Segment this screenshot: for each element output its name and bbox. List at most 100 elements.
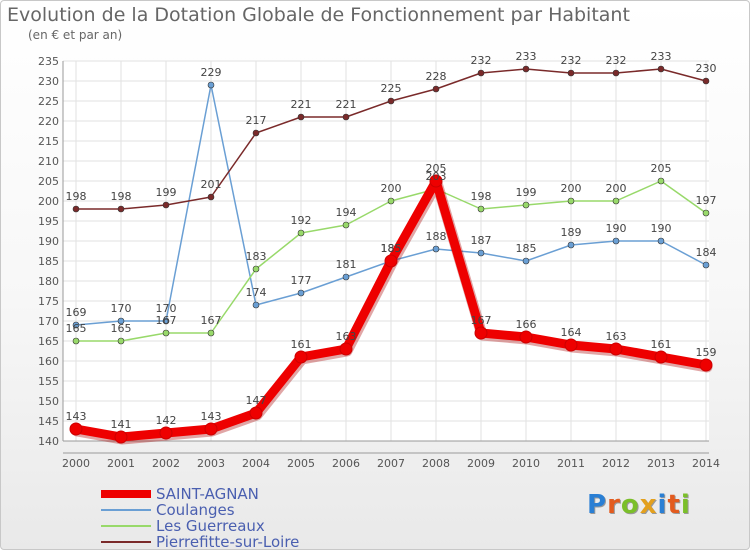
y-tick-label-205: 205 [38,175,59,188]
point-les-guerreaux-2007 [387,197,395,205]
y-tick-label-150: 150 [38,395,59,408]
point-saint-agnan-2002 [159,426,173,440]
y-tick-label-210: 210 [38,155,59,168]
y-tick-label-170: 170 [38,315,59,328]
point-coulanges-2005 [297,289,305,297]
data-label-les-guerreaux-2010: 199 [516,186,537,199]
data-label-saint-agnan-2001: 141 [111,418,132,431]
data-label-les-guerreaux-2001: 165 [111,322,132,335]
data-label-coulanges-2001: 170 [111,302,132,315]
legend-swatch-pierrefitte-sur-loire [101,541,151,543]
point-pierrefitte-sur-loire-2002 [162,201,170,209]
data-label-pierrefitte-sur-loire-2005: 221 [291,98,312,111]
legend-label-coulanges: Coulanges [156,501,235,519]
data-label-pierrefitte-sur-loire-2002: 199 [156,186,177,199]
point-les-guerreaux-2010 [522,201,530,209]
x-tick-label-2003: 2003 [197,457,225,470]
point-les-guerreaux-2006 [342,221,350,229]
data-label-saint-agnan-2011: 164 [561,326,582,339]
point-coulanges-2008 [432,245,440,253]
point-saint-agnan-2012 [609,342,623,356]
point-saint-agnan-2001 [114,430,128,444]
data-label-saint-agnan-2004: 147 [246,394,267,407]
point-pierrefitte-sur-loire-2009 [477,69,485,77]
x-tick-label-2011: 2011 [557,457,585,470]
point-saint-agnan-2011 [564,338,578,352]
data-label-coulanges-2010: 185 [516,242,537,255]
point-pierrefitte-sur-loire-2013 [657,65,665,73]
point-saint-agnan-2005 [294,350,308,364]
data-label-coulanges-2008: 188 [426,230,447,243]
series-pierrefitte-sur-loire [72,65,710,213]
point-pierrefitte-sur-loire-2000 [72,205,80,213]
legend-item-coulanges: Coulanges [101,501,299,519]
point-les-guerreaux-2004 [252,265,260,273]
data-label-pierrefitte-sur-loire-2009: 232 [471,54,492,67]
point-saint-agnan-2000 [69,422,83,436]
y-tick-label-190: 190 [38,235,59,248]
data-label-saint-agnan-2010: 166 [516,318,537,331]
point-coulanges-2010 [522,257,530,265]
data-label-saint-agnan-2008: 205 [426,162,447,175]
y-tick-label-165: 165 [38,335,59,348]
point-les-guerreaux-2013 [657,177,665,185]
point-coulanges-2004 [252,301,260,309]
x-tick-label-2001: 2001 [107,457,135,470]
x-tick-label-2008: 2008 [422,457,450,470]
point-les-guerreaux-2009 [477,205,485,213]
data-label-les-guerreaux-2012: 200 [606,182,627,195]
data-label-les-guerreaux-2004: 183 [246,250,267,263]
data-label-saint-agnan-2013: 161 [651,338,672,351]
point-les-guerreaux-2000 [72,337,80,345]
x-tick-label-2012: 2012 [602,457,630,470]
y-tick-label-140: 140 [38,435,59,448]
data-label-pierrefitte-sur-loire-2008: 228 [426,70,447,83]
data-label-saint-agnan-2006: 163 [336,330,357,343]
data-label-coulanges-2009: 187 [471,234,492,247]
data-label-coulanges-2002: 170 [156,302,177,315]
data-label-pierrefitte-sur-loire-2013: 233 [651,50,672,63]
logo-letter: i [657,490,668,520]
y-tick-label-215: 215 [38,135,59,148]
point-coulanges-2002 [162,317,170,325]
point-les-guerreaux-2003 [207,329,215,337]
data-labels: 169 170 170 229 174 177 181 185 188 187 185 189 190 1… [66,50,717,431]
point-saint-agnan-2007 [384,254,398,268]
point-pierrefitte-sur-loire-2003 [207,193,215,201]
chart-subtitle: (en € et par an) [28,28,123,42]
x-tick-label-2006: 2006 [332,457,360,470]
point-saint-agnan-2008 [429,174,443,188]
point-pierrefitte-sur-loire-2006 [342,113,350,121]
y-tick-label-230: 230 [38,75,59,88]
data-label-les-guerreaux-2009: 198 [471,190,492,203]
data-label-saint-agnan-2012: 163 [606,330,627,343]
data-label-coulanges-2004: 174 [246,286,267,299]
y-tick-label-195: 195 [38,215,59,228]
data-label-saint-agnan-2002: 142 [156,414,177,427]
data-label-les-guerreaux-2002: 167 [156,314,177,327]
point-pierrefitte-sur-loire-2004 [252,129,260,137]
data-label-pierrefitte-sur-loire-2014: 230 [696,62,717,75]
data-label-saint-agnan-2000: 143 [66,410,87,423]
logo-letter: o [620,490,640,520]
axes: 1401451501551601651701751801851901952002… [38,55,720,470]
data-label-les-guerreaux-2007: 200 [381,182,402,195]
y-tick-label-180: 180 [38,275,59,288]
point-pierrefitte-sur-loire-2008 [432,85,440,93]
y-tick-label-160: 160 [38,355,59,368]
point-coulanges-2014 [702,261,710,269]
point-coulanges-2000 [72,321,80,329]
point-saint-agnan-2009 [474,326,488,340]
data-label-pierrefitte-sur-loire-2001: 198 [111,190,132,203]
legend-item-saint-agnan: SAINT-AGNAN [101,485,299,503]
x-tick-label-2002: 2002 [152,457,180,470]
data-label-saint-agnan-2007: 185 [381,242,402,255]
x-tick-label-2004: 2004 [242,457,270,470]
data-label-les-guerreaux-2013: 205 [651,162,672,175]
point-coulanges-2011 [567,241,575,249]
y-tick-label-145: 145 [38,415,59,428]
x-tick-label-2005: 2005 [287,457,315,470]
data-label-les-guerreaux-2014: 197 [696,194,717,207]
point-coulanges-2012 [612,237,620,245]
